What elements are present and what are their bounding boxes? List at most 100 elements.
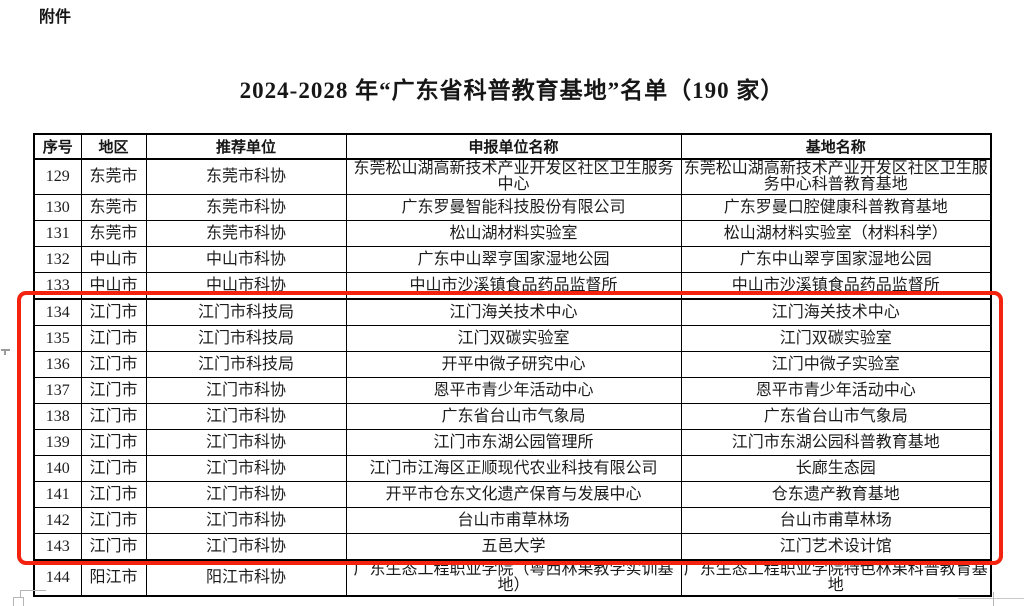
cell-recommender: 江门市科技局: [145, 351, 347, 378]
cell-base: 中山市沙溪镇食品药品监督所: [680, 272, 992, 300]
table-row: 143 江门市 江门市科协 五邑大学 江门艺术设计馆: [33, 533, 992, 561]
cell-recommender: 阳江市科协: [145, 559, 347, 597]
cell-no: 143: [33, 533, 82, 561]
cell-base: 广东中山翠亨国家湿地公园: [680, 246, 992, 273]
cell-applicant: 五邑大学: [345, 533, 682, 561]
cell-region: 阳江市: [80, 559, 147, 597]
cell-base: 恩平市青少年活动中心: [680, 377, 992, 404]
cell-no: 132: [33, 246, 82, 273]
table-row: 142 江门市 江门市科协 台山市甫草林场 台山市甫草林场: [33, 507, 992, 534]
table-header-row: 序号 地区 推荐单位 申报单位名称 基地名称: [33, 133, 992, 160]
col-header-recommender: 推荐单位: [145, 133, 347, 160]
cell-base: 江门双碳实验室: [680, 325, 992, 352]
col-header-no: 序号: [33, 133, 82, 160]
cell-region: 江门市: [80, 429, 147, 456]
cell-applicant: 东莞松山湖高新技术产业开发区社区卫生服务中心: [345, 158, 682, 195]
margin-marker-stem: [4, 351, 6, 355]
cell-recommender: 江门市科协: [145, 429, 347, 456]
cell-recommender: 江门市科协: [145, 403, 347, 430]
table-row: 141 江门市 江门市科协 开平市仓东文化遗产保育与发展中心 仓东遗产教育基地: [33, 481, 992, 508]
cell-region: 江门市: [80, 507, 147, 534]
table-row: 137 江门市 江门市科协 恩平市青少年活动中心 恩平市青少年活动中心: [33, 377, 992, 404]
cell-recommender: 江门市科协: [145, 533, 347, 561]
cell-base: 江门中微子实验室: [680, 351, 992, 378]
table-row: 133 中山市 中山市科协 中山市沙溪镇食品药品监督所 中山市沙溪镇食品药品监督所: [33, 272, 992, 300]
cell-applicant: 松山湖材料实验室: [345, 220, 682, 247]
cell-applicant: 广东省台山市气象局: [345, 403, 682, 430]
table-row: 138 江门市 江门市科协 广东省台山市气象局 广东省台山市气象局: [33, 403, 992, 430]
cell-applicant: 开平中微子研究中心: [345, 351, 682, 378]
cell-applicant: 恩平市青少年活动中心: [345, 377, 682, 404]
page-corner-mark-horizontal: [958, 598, 1024, 599]
cell-region: 江门市: [80, 481, 147, 508]
cell-no: 136: [33, 351, 82, 378]
cell-no: 131: [33, 220, 82, 247]
page-title: 2024-2028 年“广东省科普教育基地”名单（190 家）: [239, 78, 785, 103]
cell-region: 江门市: [80, 455, 147, 482]
cell-region: 江门市: [80, 403, 147, 430]
cell-base: 仓东遗产教育基地: [680, 481, 992, 508]
table-row: 130 东莞市 东莞市科协 广东罗曼智能科技股份有限公司 广东罗曼口腔健康科普教育基地: [33, 194, 992, 221]
table-row: 140 江门市 江门市科协 江门市江海区正顺现代农业科技有限公司 长廊生态园: [33, 455, 992, 482]
cell-no: 133: [33, 272, 82, 300]
cell-region: 东莞市: [80, 158, 147, 195]
cell-no: 137: [33, 377, 82, 404]
cell-applicant: 广东生态工程职业学院（粤西林果教学实训基地）: [345, 559, 682, 597]
cell-recommender: 东莞市科协: [145, 158, 347, 195]
cell-base: 江门市东湖公园科普教育基地: [680, 429, 992, 456]
cell-applicant: 开平市仓东文化遗产保育与发展中心: [345, 481, 682, 508]
cell-no: 140: [33, 455, 82, 482]
cell-region: 中山市: [80, 246, 147, 273]
table-row: 135 江门市 江门市科技局 江门双碳实验室 江门双碳实验室: [33, 325, 992, 352]
base-list-table: 序号 地区 推荐单位 申报单位名称 基地名称 129 东莞市 东莞市科协 东莞松山湖高…: [33, 133, 992, 597]
table-row: 136 江门市 江门市科技局 开平中微子研究中心 江门中微子实验室: [33, 351, 992, 378]
margin-marker-icon: [1, 349, 10, 355]
margin-marker-bar: [1, 349, 10, 351]
cell-no: 135: [33, 325, 82, 352]
cell-applicant: 江门海关技术中心: [345, 298, 682, 326]
cell-no: 138: [33, 403, 82, 430]
cell-region: 中山市: [80, 272, 147, 300]
cell-applicant: 中山市沙溪镇食品药品监督所: [345, 272, 682, 300]
cell-base: 广东罗曼口腔健康科普教育基地: [680, 194, 992, 221]
cell-base: 广东省台山市气象局: [680, 403, 992, 430]
cell-region: 江门市: [80, 325, 147, 352]
cell-applicant: 江门市东湖公园管理所: [345, 429, 682, 456]
table-row: 131 东莞市 东莞市科协 松山湖材料实验室 松山湖材料实验室（材料科学）: [33, 220, 992, 247]
cell-applicant: 广东中山翠亨国家湿地公园: [345, 246, 682, 273]
cell-applicant: 江门市江海区正顺现代农业科技有限公司: [345, 455, 682, 482]
cell-recommender: 江门市科协: [145, 481, 347, 508]
table-row: 139 江门市 江门市科协 江门市东湖公园管理所 江门市东湖公园科普教育基地: [33, 429, 992, 456]
cell-region: 江门市: [80, 533, 147, 561]
cell-no: 129: [33, 158, 82, 195]
page-corner-mark-vertical: [993, 592, 994, 606]
table-row: 129 东莞市 东莞市科协 东莞松山湖高新技术产业开发区社区卫生服务中心 东莞松山湖高新…: [33, 158, 992, 195]
cell-applicant: 台山市甫草林场: [345, 507, 682, 534]
cell-base: 东莞松山湖高新技术产业开发区社区卫生服务中心科普教育基地: [680, 158, 992, 195]
cell-no: 142: [33, 507, 82, 534]
table-row: 134 江门市 江门市科技局 江门海关技术中心 江门海关技术中心: [33, 298, 992, 326]
cell-no: 134: [33, 298, 82, 326]
table-row: 132 中山市 中山市科协 广东中山翠亨国家湿地公园 广东中山翠亨国家湿地公园: [33, 246, 992, 273]
cell-recommender: 江门市科技局: [145, 298, 347, 326]
cell-recommender: 江门市科协: [145, 377, 347, 404]
cell-applicant: 广东罗曼智能科技股份有限公司: [345, 194, 682, 221]
cell-recommender: 中山市科协: [145, 272, 347, 300]
cell-no: 139: [33, 429, 82, 456]
cell-applicant: 江门双碳实验室: [345, 325, 682, 352]
col-header-base: 基地名称: [680, 133, 992, 160]
cell-base: 松山湖材料实验室（材料科学）: [680, 220, 992, 247]
cell-recommender: 中山市科协: [145, 246, 347, 273]
cell-region: 东莞市: [80, 194, 147, 221]
cell-recommender: 江门市科协: [145, 507, 347, 534]
cell-recommender: 江门市科技局: [145, 325, 347, 352]
cell-base: 长廊生态园: [680, 455, 992, 482]
table-row: 144 阳江市 阳江市科协 广东生态工程职业学院（粤西林果教学实训基地） 广东生态工程职…: [33, 559, 992, 597]
col-header-applicant: 申报单位名称: [345, 133, 682, 160]
cell-region: 江门市: [80, 298, 147, 326]
cell-base: 广东生态工程职业学院特色林果科普教育基地: [680, 559, 992, 597]
cell-region: 江门市: [80, 351, 147, 378]
cell-recommender: 江门市科协: [145, 455, 347, 482]
table-body: 129 东莞市 东莞市科协 东莞松山湖高新技术产业开发区社区卫生服务中心 东莞松山湖高新…: [33, 158, 992, 597]
